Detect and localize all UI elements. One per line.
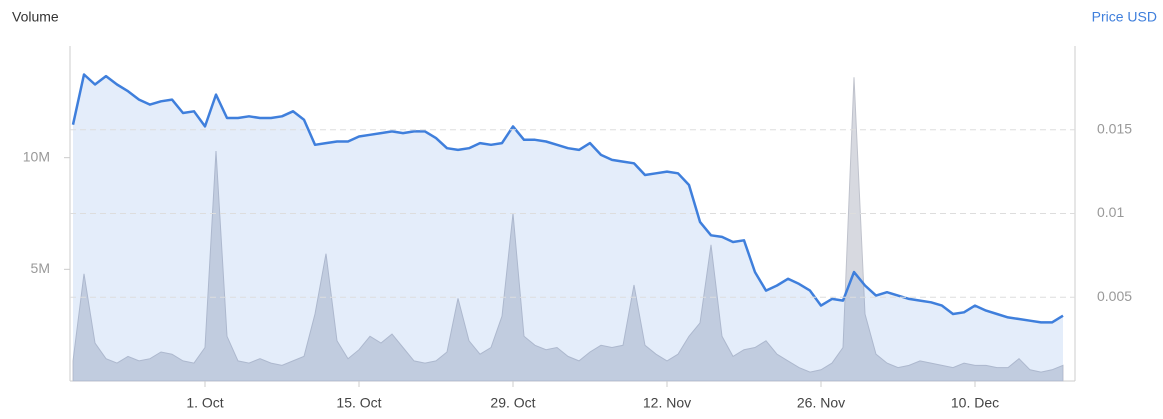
y2-tick-label: 0.015 (1097, 120, 1132, 136)
x-tick-label: 10. Dec (951, 395, 999, 411)
x-tick-label: 29. Oct (490, 395, 535, 411)
y-tick-label: 10M (23, 148, 50, 164)
x-tick-label: 1. Oct (186, 395, 223, 411)
y-tick-label: 5M (31, 260, 50, 276)
x-tick-label: 26. Nov (797, 395, 845, 411)
price-line (71, 73, 1064, 324)
volume-area (72, 77, 1064, 382)
x-tick-label: 15. Oct (336, 395, 381, 411)
y2-tick-label: 0.01 (1097, 204, 1124, 220)
price-area (73, 74, 1063, 381)
y-axis-title: Volume (12, 9, 59, 25)
y2-tick-label: 0.005 (1097, 288, 1132, 304)
y2-axis-title: Price USD (1092, 9, 1157, 25)
x-tick-label: 12. Nov (643, 395, 691, 411)
